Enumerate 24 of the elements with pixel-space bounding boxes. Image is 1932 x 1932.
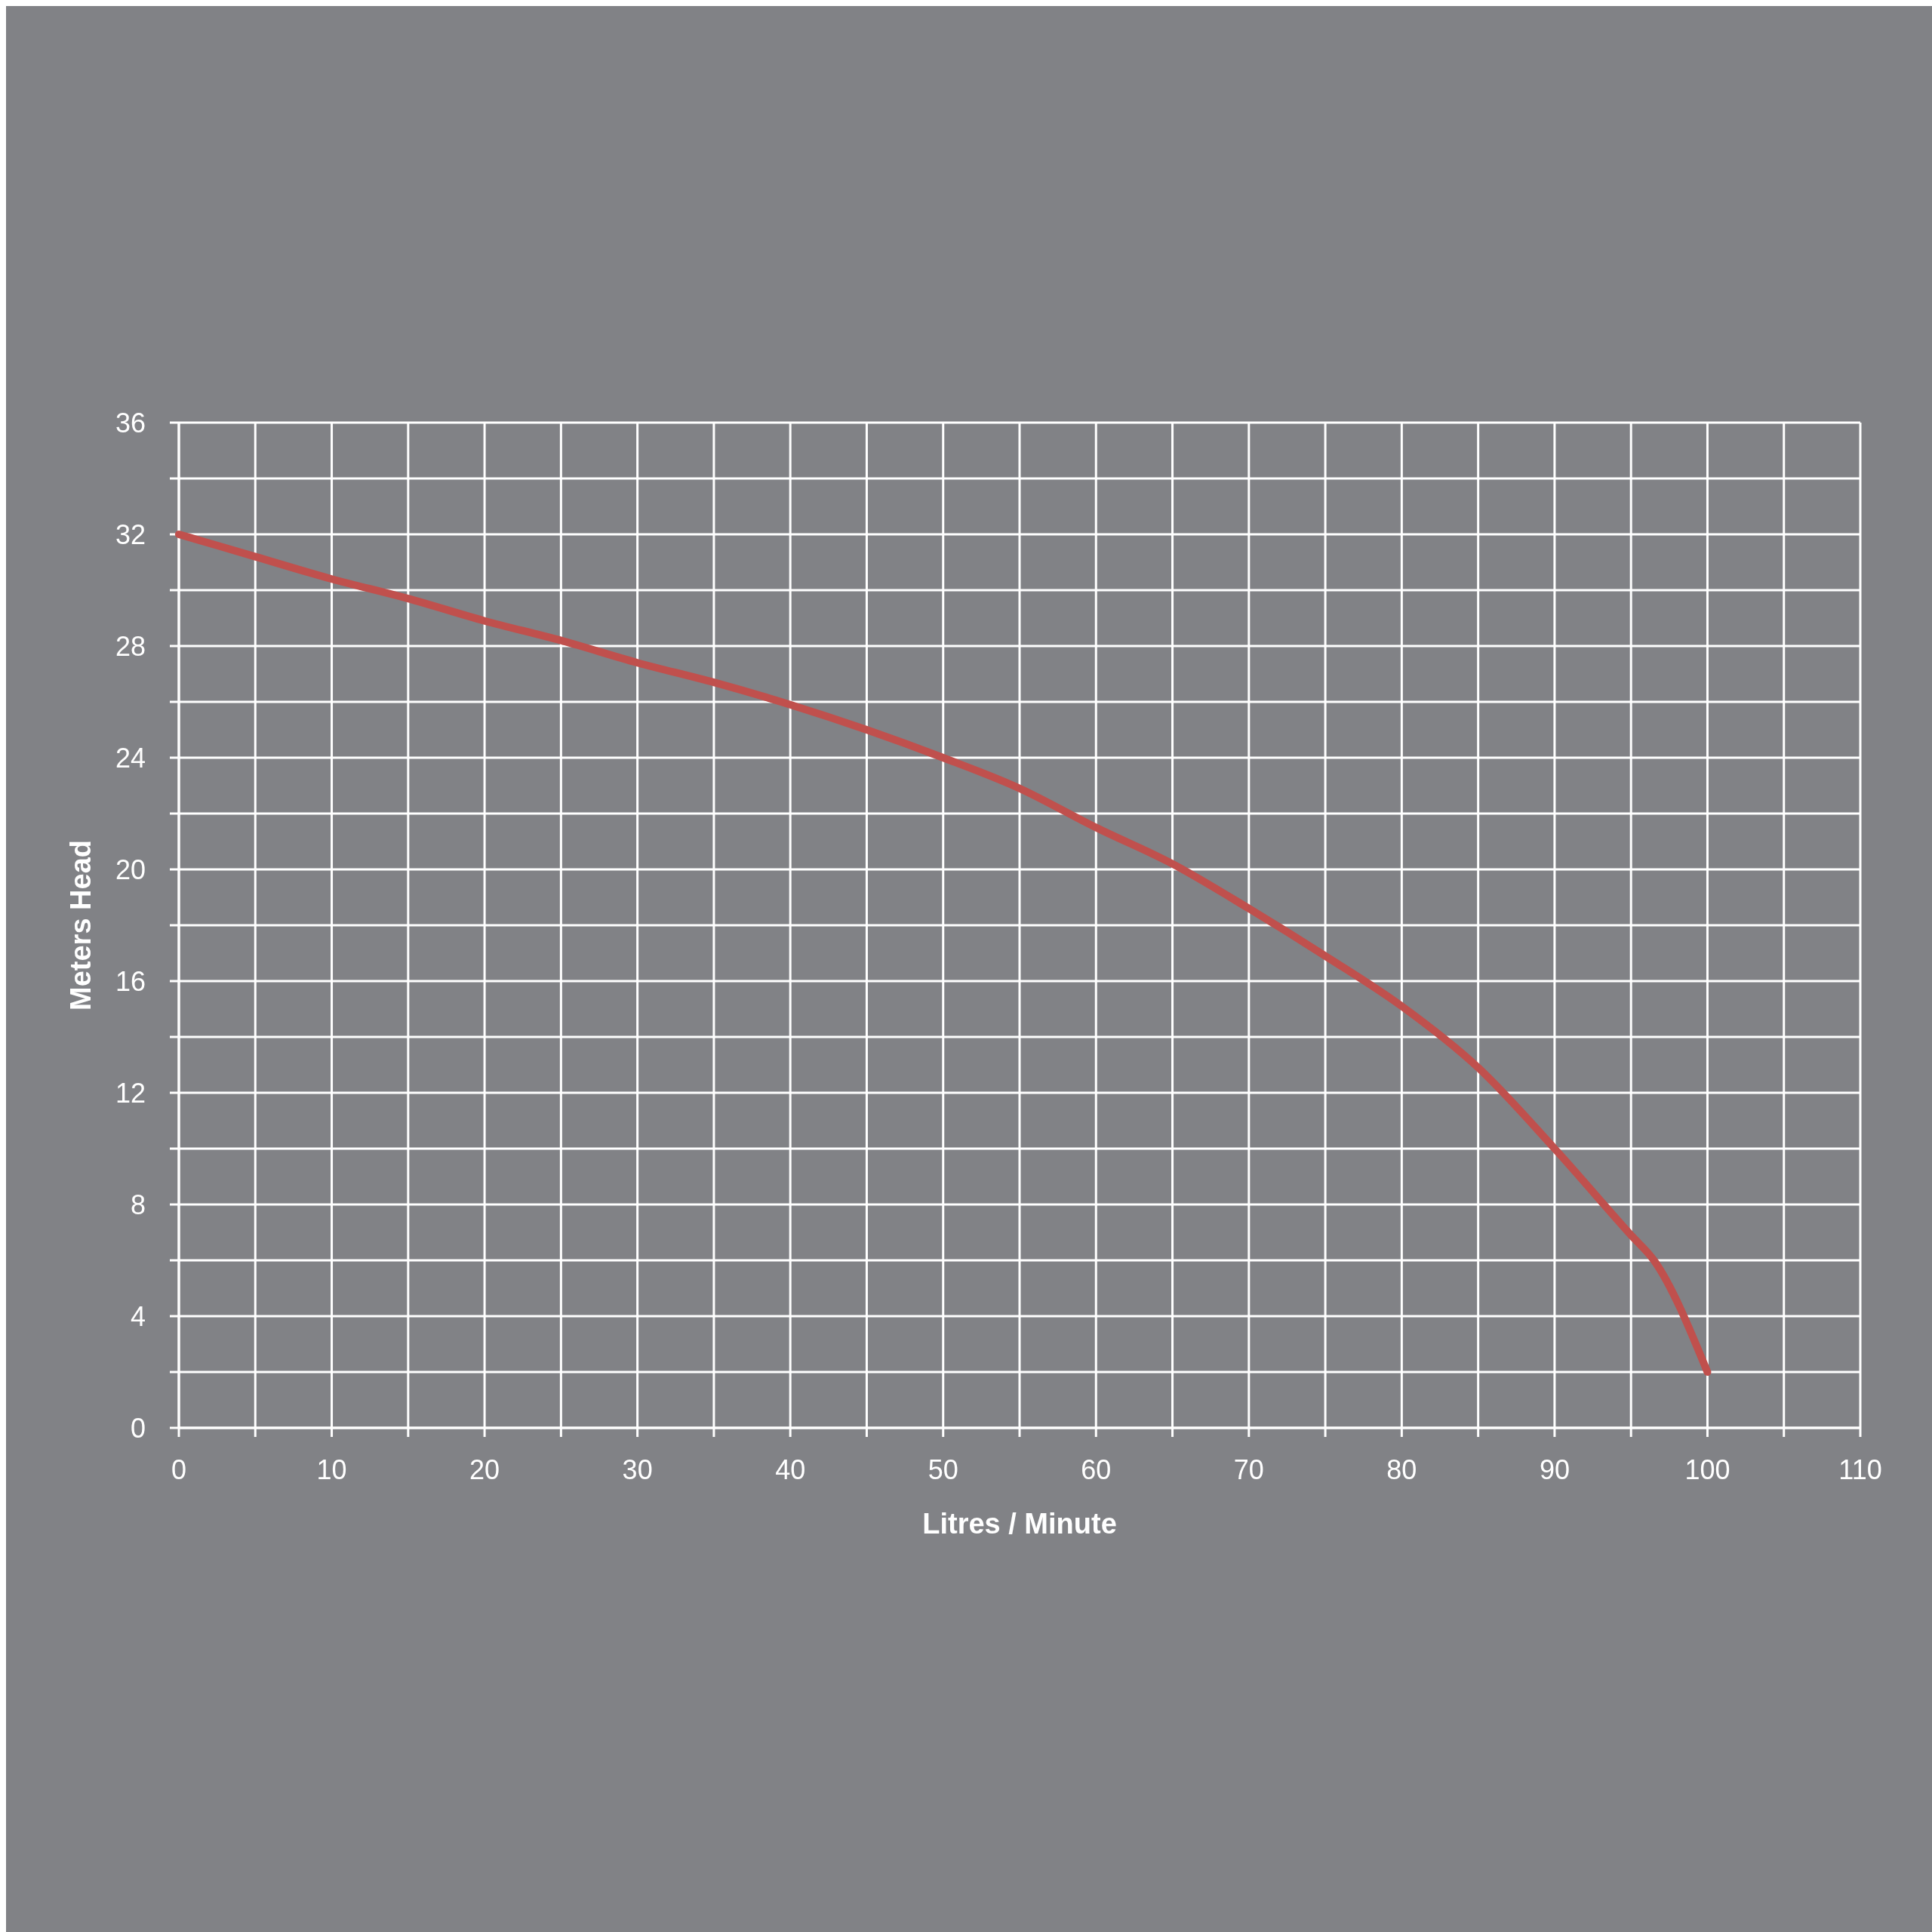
x-tick-label: 10 [316,1454,347,1485]
x-tick-label: 110 [1838,1454,1882,1485]
y-tick-label: 16 [115,965,146,997]
x-axis-title: Litres / Minute [922,1508,1117,1540]
x-tick-label: 30 [622,1454,653,1485]
x-tick-label: 90 [1539,1454,1570,1485]
x-tick-label: 100 [1684,1454,1730,1485]
x-tick-label: 70 [1233,1454,1264,1485]
y-axis-title: Meters Head [65,840,97,1011]
y-tick-label: 36 [115,407,146,438]
x-tick-label: 50 [928,1454,958,1485]
y-tick-label: 32 [115,518,146,550]
x-tick-label: 20 [469,1454,500,1485]
y-tick-label: 4 [130,1300,146,1332]
y-tick-label: 20 [115,854,146,885]
x-tick-label: 60 [1081,1454,1112,1485]
y-tick-label: 24 [115,742,146,774]
y-tick-label: 12 [115,1077,146,1109]
x-tick-label: 0 [171,1454,187,1485]
y-tick-label: 0 [130,1412,146,1444]
x-tick-label: 40 [775,1454,806,1485]
y-tick-label: 28 [115,630,146,662]
x-tick-label: 80 [1386,1454,1417,1485]
y-tick-label: 8 [130,1189,146,1220]
